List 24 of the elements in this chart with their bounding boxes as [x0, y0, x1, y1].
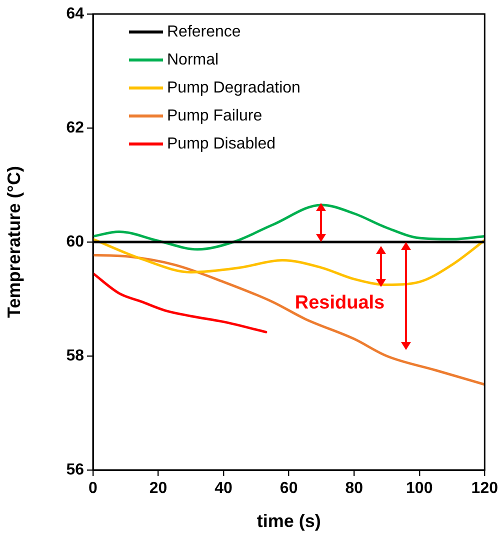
x-tick-label: 60 [280, 480, 298, 498]
x-tick-label: 100 [406, 480, 433, 498]
x-tick-label: 120 [471, 480, 498, 498]
legend-label: Pump Failure [167, 107, 262, 124]
x-axis-title: time (s) [256, 511, 321, 532]
x-tick-label: 80 [345, 480, 364, 498]
legend-label: Reference [167, 23, 241, 40]
y-tick-label: 56 [66, 461, 84, 478]
y-tick-label: 60 [66, 233, 84, 250]
legend-label: Pump Degradation [167, 79, 300, 96]
annotation: Residuals [294, 292, 385, 314]
line-series [93, 272, 268, 334]
line-series [93, 238, 485, 286]
y-tick-label: 62 [66, 119, 84, 136]
line-series [93, 254, 485, 386]
legend-label: Pump Disabled [167, 135, 276, 152]
y-tick-label: 64 [66, 5, 84, 22]
y-axis-title: Temprerature (°C) [4, 166, 24, 318]
legend-label: Normal [167, 51, 219, 68]
x-tick-label: 40 [214, 480, 233, 498]
x-tick-label: 0 [88, 480, 98, 498]
x-tick-label: 20 [149, 480, 168, 498]
y-tick-label: 58 [66, 347, 84, 364]
line-series [93, 204, 485, 251]
